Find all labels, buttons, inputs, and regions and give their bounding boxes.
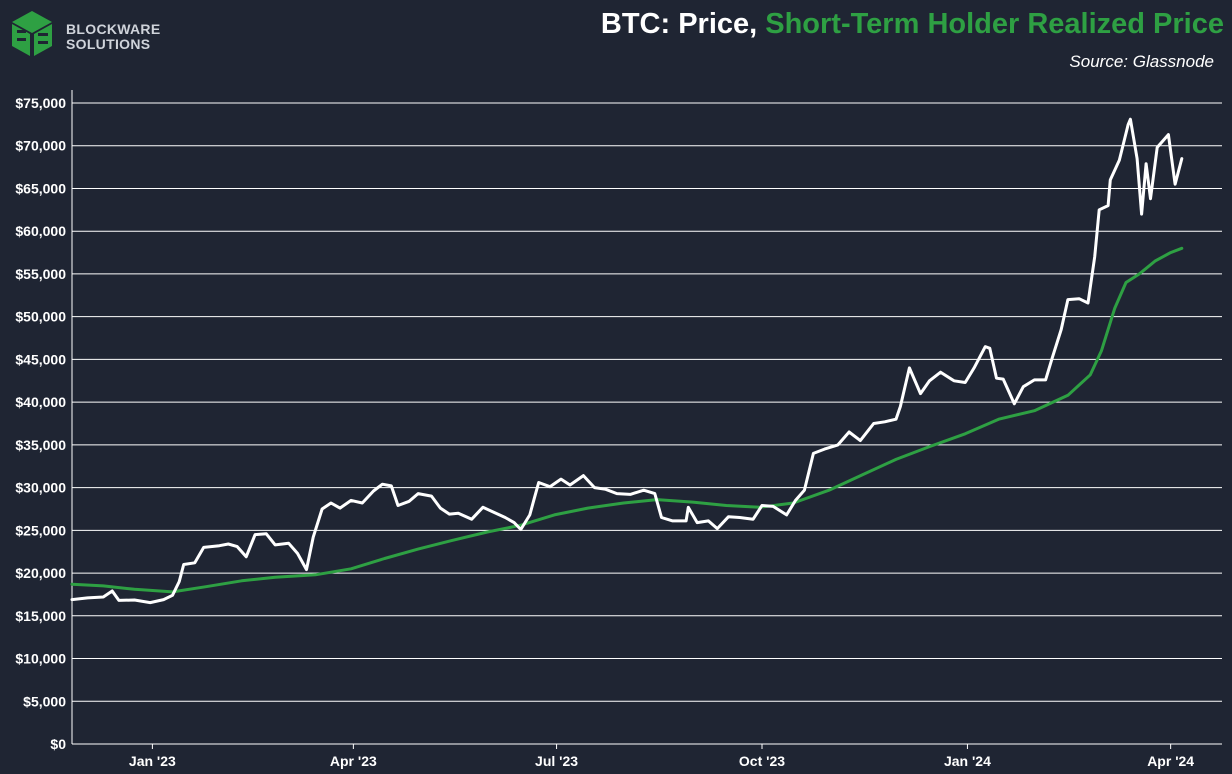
x-axis: Jan '23 Apr '23 Jul '23 Oct '23 Jan '24 Apr '… <box>72 743 1222 769</box>
brand-line-2: SOLUTIONS <box>66 36 151 52</box>
brand-name: BLOCKWARE SOLUTIONS <box>66 22 160 52</box>
y-tick-label: $0 <box>50 736 66 752</box>
x-tick-label: Jan '23 <box>129 753 176 769</box>
x-tick-label: Jul '23 <box>535 753 578 769</box>
chart-title-prefix: BTC: Price, <box>600 8 766 40</box>
x-tick-label: Jan '24 <box>944 753 991 769</box>
series-lines <box>70 117 1184 605</box>
y-tick-label: $20,000 <box>15 565 66 581</box>
y-tick-label: $50,000 <box>15 309 66 325</box>
chart-title: BTC: Price, Short-Term Holder Realized P… <box>601 8 1224 41</box>
series-line-price <box>70 117 1184 605</box>
series-line-short-term-holder-realized-price <box>70 246 1184 594</box>
x-tick-label: Apr '24 <box>1147 753 1194 769</box>
y-tick-label: $30,000 <box>15 480 66 496</box>
y-tick-label: $15,000 <box>15 608 66 624</box>
y-tick-label: $60,000 <box>15 223 66 239</box>
y-tick-label: $25,000 <box>15 522 66 538</box>
chart-title-highlight: Short-Term Holder Realized Price <box>765 8 1224 40</box>
y-tick-label: $75,000 <box>15 95 66 111</box>
y-tick-label: $5,000 <box>23 693 66 709</box>
y-tick-label: $10,000 <box>15 651 66 667</box>
grid-lines <box>72 102 1222 745</box>
x-tick-label: Oct '23 <box>739 753 785 769</box>
y-tick-label: $45,000 <box>15 351 66 367</box>
y-tick-label: $40,000 <box>15 394 66 410</box>
y-tick-label: $35,000 <box>15 437 66 453</box>
brand-line-1: BLOCKWARE <box>66 21 161 37</box>
y-axis: $0 $5,000 $10,000 $15,000 $20,000 $25,000 $30,… <box>15 90 73 752</box>
blockware-logo-icon <box>12 11 52 56</box>
y-tick-label: $70,000 <box>15 138 66 154</box>
x-tick-label: Apr '23 <box>330 753 377 769</box>
y-tick-label: $55,000 <box>15 266 66 282</box>
chart-source: Source: Glassnode <box>1069 52 1214 71</box>
y-tick-label: $65,000 <box>15 180 66 196</box>
